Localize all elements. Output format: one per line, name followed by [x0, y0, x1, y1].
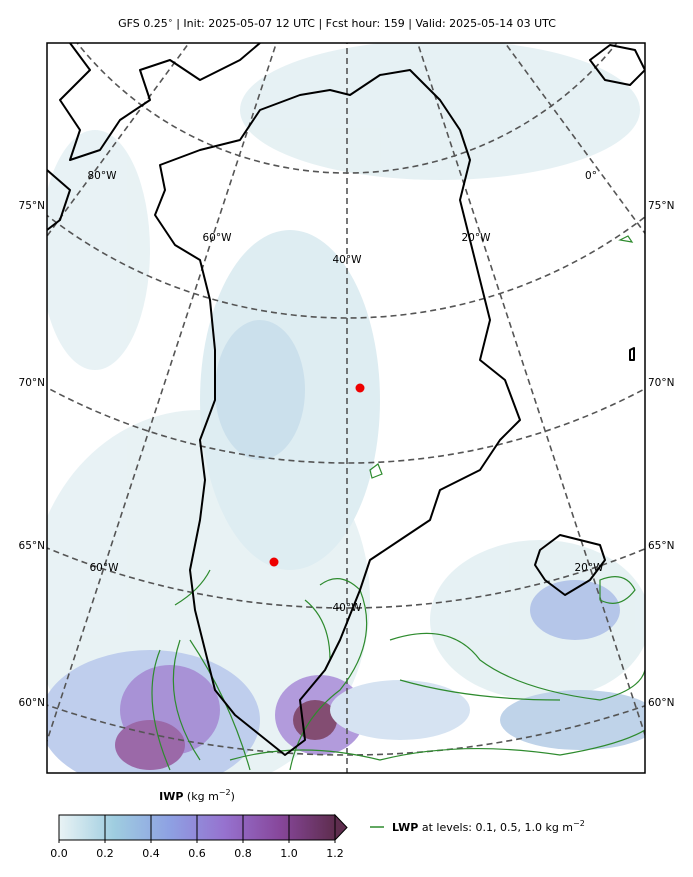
coastlines — [47, 43, 645, 756]
iwp-shading — [47, 43, 645, 773]
colorbar-tick-label: 0.6 — [188, 847, 206, 860]
legend-levels: at levels: 0.1, 0.5, 1.0 kg m — [418, 821, 573, 834]
lat-label: 60°N — [19, 697, 45, 709]
lat-label: 65°N — [648, 540, 674, 552]
colorbar-tick-label: 1.2 — [326, 847, 344, 860]
lat-label: 60°N — [648, 697, 674, 709]
lon-label: 20°W — [575, 562, 605, 574]
site-marker — [269, 557, 279, 567]
map: 80°W 60°W 40°W 20°W 0° 60°W 40°W 20°W — [47, 43, 645, 773]
colorbar-units-exponent: −2 — [219, 788, 231, 797]
title: GFS 0.25∘ | Init: 2025-05-07 12 UTC | Fc… — [118, 16, 556, 31]
colorbar-tick-label: 0.2 — [96, 847, 114, 860]
lat-label: 70°N — [19, 377, 45, 389]
lwp-contours — [151, 235, 645, 771]
colorbar-label: IWP — [159, 790, 183, 803]
legend-text: LWP at levels: 0.1, 0.5, 1.0 kg m−2 — [392, 819, 585, 835]
lon-label: 40°W — [333, 254, 363, 266]
colorbar-tick-label: 0.8 — [234, 847, 252, 860]
colorbar-extend — [334, 813, 348, 842]
colorbar-tick-label: 0.4 — [142, 847, 160, 860]
site-marker — [355, 383, 365, 393]
lon-label: 40°W — [333, 602, 363, 614]
lon-label: 0° — [585, 170, 597, 182]
colorbar-units: (kg m — [187, 790, 219, 803]
lon-label: 60°W — [203, 232, 233, 244]
lat-label: 75°N — [19, 200, 45, 212]
map-frame — [46, 42, 646, 774]
lon-label: 80°W — [88, 170, 118, 182]
lat-label: 65°N — [19, 540, 45, 552]
lon-label: 60°W — [90, 562, 120, 574]
lat-label: 70°N — [648, 377, 674, 389]
colorbar-title: IWP (kg m−2) — [159, 788, 235, 804]
colorbar: 0.0 0.2 0.4 0.6 0.8 1.0 1.2 — [50, 813, 348, 860]
colorbar-units-close: ) — [231, 790, 235, 803]
colorbar-tick-label: 1.0 — [280, 847, 298, 860]
lat-label: 75°N — [648, 200, 674, 212]
lon-label: 20°W — [462, 232, 492, 244]
colorbar-tick-label: 0.0 — [50, 847, 68, 860]
legend-name: LWP — [392, 821, 418, 834]
legend-exponent: −2 — [573, 819, 585, 828]
